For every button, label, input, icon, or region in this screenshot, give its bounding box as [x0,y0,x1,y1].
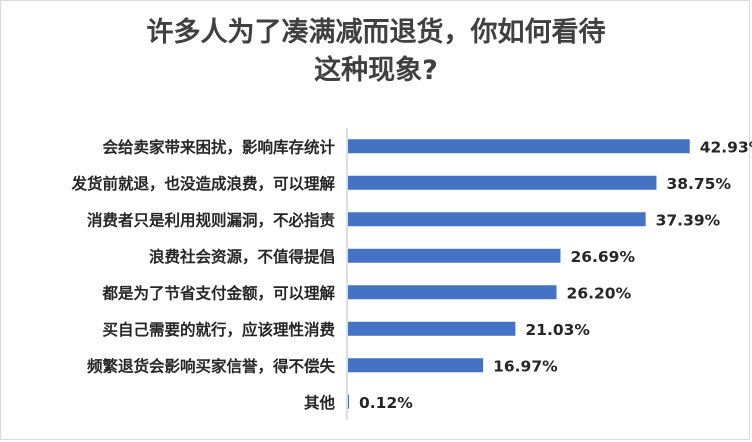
data-label: 21.03% [525,321,590,339]
bar [348,394,349,409]
category-label: 会给卖家带来困扰，影响库存统计 [102,137,335,156]
bar [348,212,646,227]
data-label: 0.12% [359,394,413,412]
data-label: 26.20% [567,284,632,302]
bar [348,285,557,300]
category-label: 浪费社会资源，不值得提倡 [149,247,335,266]
data-label: 16.97% [493,357,558,375]
data-label: 38.75% [666,175,731,193]
category-label: 消费者只是利用规则漏洞，不必指责 [87,210,335,229]
bar [348,358,484,373]
bar [348,139,690,154]
category-label: 频繁退货会影响买家信誉，得不偿失 [87,356,336,375]
category-label: 其他 [304,393,336,412]
chart-title-line-1: 许多人为了凑满减而退货，你如何看待 [146,17,606,48]
category-label: 发货前就退，也没造成浪费，可以理解 [70,174,335,193]
category-label: 买自己需要的就行，应该理性消费 [102,320,335,339]
data-label: 37.39% [656,211,721,229]
data-label: 42.93% [700,138,752,156]
bar [348,175,657,190]
chart-title: 许多人为了凑满减而退货，你如何看待 这种现象? [0,14,752,90]
bar [348,248,561,263]
bar [348,321,516,336]
chart-title-line-2: 这种现象? [314,55,438,86]
data-label: 26.69% [570,248,635,266]
category-label: 都是为了节省支付金额，可以理解 [101,283,335,302]
